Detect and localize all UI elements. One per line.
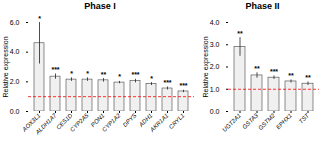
svg-text:CYP2A5: CYP2A5 <box>69 112 90 133</box>
svg-text:4.0: 4.0 <box>210 19 220 26</box>
svg-text:0.0: 0.0 <box>210 108 220 115</box>
svg-text:AOX3L1: AOX3L1 <box>21 112 42 133</box>
svg-text:GSTA3: GSTA3 <box>241 112 260 131</box>
svg-text:*: * <box>86 70 89 77</box>
svg-text:*: * <box>38 15 41 22</box>
svg-text:3.0: 3.0 <box>210 41 220 48</box>
svg-text:**: ** <box>254 65 260 72</box>
svg-text:**: ** <box>288 72 294 79</box>
svg-text:***: *** <box>51 66 59 73</box>
html-text:Phase I: Phase I <box>84 1 116 11</box>
svg-text:4.0: 4.0 <box>10 48 20 55</box>
svg-text:AKR1A1: AKR1A1 <box>148 112 169 133</box>
svg-text:CES1D: CES1D <box>55 112 74 131</box>
svg-text:GSTM2: GSTM2 <box>257 112 276 131</box>
svg-text:***: *** <box>179 82 187 89</box>
svg-text:ADH1: ADH1 <box>138 112 154 128</box>
svg-text:**: ** <box>305 74 311 81</box>
svg-text:*: * <box>70 70 73 77</box>
svg-text:EPHX1: EPHX1 <box>275 112 293 130</box>
svg-text:CRYL1: CRYL1 <box>168 112 186 130</box>
svg-text:UGT2A1: UGT2A1 <box>221 112 242 133</box>
svg-text:***: *** <box>131 71 139 78</box>
svg-text:DPYS: DPYS <box>122 112 138 128</box>
svg-text:***: *** <box>270 68 278 75</box>
svg-text:CYP1A2: CYP1A2 <box>101 112 122 133</box>
svg-text:1.0: 1.0 <box>210 85 220 92</box>
svg-text:**: ** <box>101 71 107 78</box>
svg-text:PON1: PON1 <box>89 112 106 129</box>
svg-text:ALDH1A7: ALDH1A7 <box>34 112 58 136</box>
svg-text:Relative expression: Relative expression <box>2 36 10 97</box>
svg-text:2.0: 2.0 <box>210 63 220 70</box>
svg-text:Relative expression: Relative expression <box>202 36 210 97</box>
svg-text:TST: TST <box>298 111 311 124</box>
svg-text:6.0: 6.0 <box>10 19 20 26</box>
html-text:Phase II: Phase II <box>245 1 280 11</box>
svg-text:**: ** <box>237 30 243 37</box>
svg-text:2.0: 2.0 <box>10 78 20 85</box>
svg-text:*: * <box>150 75 153 82</box>
svg-text:*: * <box>118 73 121 80</box>
svg-text:0.0: 0.0 <box>10 108 20 115</box>
svg-text:***: *** <box>163 79 171 86</box>
